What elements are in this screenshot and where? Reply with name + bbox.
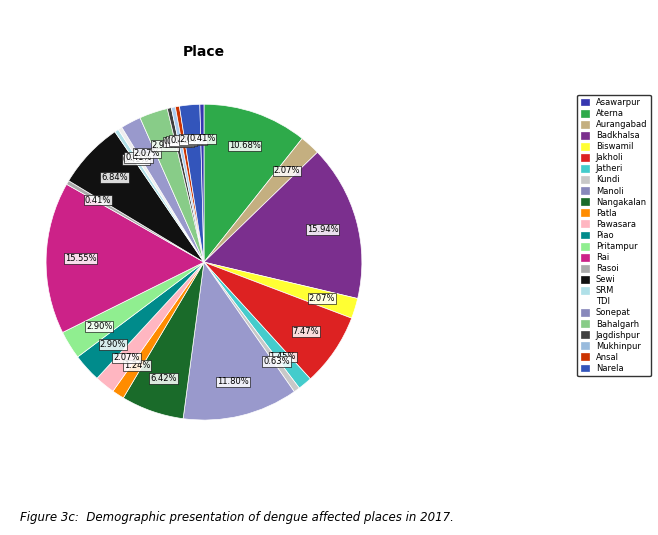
Wedge shape: [204, 139, 317, 262]
Text: 15.94%: 15.94%: [307, 225, 339, 234]
Wedge shape: [204, 262, 351, 379]
Wedge shape: [175, 106, 204, 262]
Wedge shape: [171, 107, 204, 262]
Wedge shape: [68, 132, 204, 262]
Text: 1.45%: 1.45%: [270, 353, 296, 361]
Text: 2.90%: 2.90%: [99, 340, 126, 349]
Wedge shape: [113, 262, 204, 398]
Title: Place: Place: [183, 45, 225, 59]
Text: 11.80%: 11.80%: [217, 377, 249, 386]
Text: 2.07%: 2.07%: [113, 354, 140, 363]
Text: 0.41%: 0.41%: [84, 195, 111, 204]
Text: 0.41%: 0.41%: [125, 154, 152, 162]
Text: 10.68%: 10.68%: [228, 141, 261, 150]
Wedge shape: [97, 262, 204, 391]
Text: 2.90%: 2.90%: [151, 141, 178, 150]
Wedge shape: [204, 262, 358, 318]
Text: 0.41%: 0.41%: [170, 136, 196, 145]
Text: 2.07%: 2.07%: [274, 166, 300, 175]
Wedge shape: [204, 104, 302, 262]
Text: 7.47%: 7.47%: [293, 327, 319, 336]
Wedge shape: [140, 109, 204, 262]
Wedge shape: [200, 104, 204, 262]
Text: 0.41%: 0.41%: [122, 155, 149, 164]
Text: 6.84%: 6.84%: [101, 173, 128, 182]
Wedge shape: [122, 118, 204, 262]
Legend: Asawarpur, Aterna, Aurangabad, Badkhalsa, Biswamil, Jakholi, Jatheri, Kundi, Man: Asawarpur, Aterna, Aurangabad, Badkhalsa…: [577, 95, 651, 376]
Wedge shape: [167, 108, 204, 262]
Wedge shape: [78, 262, 204, 378]
Wedge shape: [115, 129, 204, 262]
Wedge shape: [180, 104, 204, 262]
Text: 2.07%: 2.07%: [180, 135, 206, 144]
Wedge shape: [183, 262, 294, 420]
Text: Figure 3c:  Demographic presentation of dengue affected places in 2017.: Figure 3c: Demographic presentation of d…: [20, 511, 453, 524]
Text: 2.07%: 2.07%: [134, 149, 160, 157]
Text: 0.41%: 0.41%: [164, 137, 190, 147]
Wedge shape: [123, 262, 204, 419]
Wedge shape: [66, 181, 204, 262]
Text: 6.42%: 6.42%: [150, 374, 177, 383]
Wedge shape: [46, 184, 204, 332]
Wedge shape: [118, 127, 204, 262]
Wedge shape: [204, 262, 311, 388]
Text: 2.90%: 2.90%: [86, 322, 113, 331]
Wedge shape: [204, 152, 362, 299]
Text: 1.24%: 1.24%: [124, 361, 150, 370]
Text: 2.07%: 2.07%: [309, 294, 335, 303]
Text: 0.41%: 0.41%: [167, 137, 193, 146]
Wedge shape: [204, 262, 299, 392]
Text: 15.55%: 15.55%: [65, 254, 97, 263]
Text: 0.41%: 0.41%: [190, 134, 216, 143]
Text: 0.63%: 0.63%: [263, 357, 290, 366]
Wedge shape: [63, 262, 204, 357]
